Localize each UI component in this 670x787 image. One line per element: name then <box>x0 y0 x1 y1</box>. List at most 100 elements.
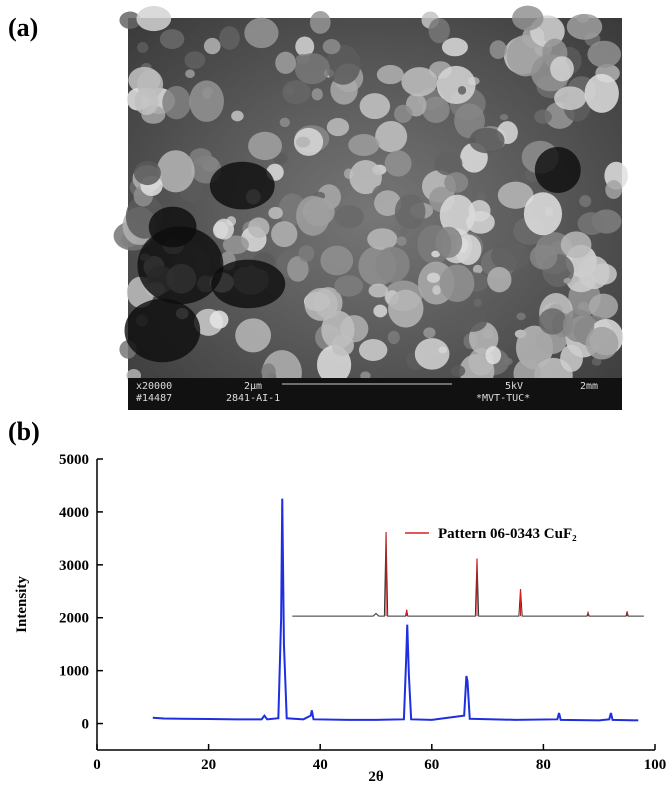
grain <box>489 40 507 59</box>
grain <box>282 80 311 105</box>
pore <box>137 226 224 305</box>
grain <box>560 344 583 372</box>
grain <box>426 272 441 283</box>
panel-label: (a) <box>8 13 38 42</box>
grain <box>275 51 297 75</box>
grain <box>444 172 469 193</box>
grain <box>394 104 413 123</box>
pore <box>209 161 275 210</box>
grain <box>523 192 563 236</box>
grain <box>534 109 552 124</box>
sem-text: *MVT-TUC* <box>476 393 530 404</box>
grain <box>334 275 364 297</box>
pore <box>534 147 581 193</box>
grain <box>577 212 606 236</box>
pore <box>211 259 286 309</box>
x-tick-label: 20 <box>201 757 216 773</box>
grain <box>499 114 509 121</box>
grain <box>210 90 223 104</box>
grain <box>231 110 244 122</box>
grain <box>587 40 621 68</box>
grain <box>304 287 338 321</box>
grain <box>502 357 513 366</box>
sem-info-bar <box>128 378 622 410</box>
sem-text: #14487 <box>136 393 172 404</box>
grain <box>439 194 476 236</box>
y-tick-label: 5000 <box>59 452 89 468</box>
grain <box>326 118 350 137</box>
grain <box>213 218 235 240</box>
grain <box>137 41 149 54</box>
legend-label: Pattern 06-0343 CuF₂ <box>438 526 577 542</box>
grain <box>497 181 534 209</box>
sem-text: 2mm <box>580 381 598 392</box>
grain <box>295 136 311 148</box>
pore <box>148 206 197 248</box>
grain <box>136 6 172 32</box>
grain <box>450 365 466 377</box>
grain <box>566 13 603 40</box>
grain <box>189 148 212 166</box>
grain <box>436 65 476 105</box>
grain <box>185 69 195 79</box>
x-tick-label: 0 <box>93 757 101 773</box>
grain <box>209 310 229 329</box>
grain <box>491 241 530 271</box>
grain <box>311 88 323 101</box>
grain <box>203 37 221 55</box>
y-tick-label: 0 <box>82 717 90 733</box>
grain <box>538 308 567 335</box>
grain <box>529 244 558 270</box>
grain <box>394 194 426 230</box>
grain <box>287 256 309 282</box>
grain <box>588 293 619 320</box>
grain <box>261 363 276 380</box>
grain <box>294 53 331 85</box>
grain <box>375 246 410 283</box>
sem-image <box>113 5 628 410</box>
grain <box>374 190 402 216</box>
grain <box>605 180 623 200</box>
grain <box>348 134 380 156</box>
grain <box>298 245 315 262</box>
grain <box>322 39 341 55</box>
grain <box>373 304 388 318</box>
grain <box>235 318 272 353</box>
x-tick-label: 40 <box>313 757 328 773</box>
grain <box>550 56 574 82</box>
grain <box>119 11 141 29</box>
data-line <box>292 532 644 617</box>
grain <box>159 29 185 50</box>
x-axis-label: 2θ <box>368 769 384 785</box>
grain <box>213 202 226 215</box>
grain <box>349 159 382 195</box>
grain <box>591 357 602 366</box>
y-tick-label: 1000 <box>59 664 89 680</box>
x-tick-label: 80 <box>536 757 551 773</box>
grain <box>476 192 486 203</box>
y-tick-label: 2000 <box>59 611 89 627</box>
grain <box>296 195 330 236</box>
grain <box>156 150 195 193</box>
grain <box>434 151 463 176</box>
panel-label: (b) <box>8 417 40 446</box>
grain <box>439 264 475 302</box>
y-axis-label: Intensity <box>14 576 30 633</box>
grain <box>579 195 592 208</box>
grain <box>473 298 482 307</box>
grain <box>219 26 240 50</box>
grain <box>414 338 450 370</box>
grain <box>334 205 364 229</box>
grain <box>560 231 592 259</box>
grain <box>578 255 610 290</box>
grain <box>388 289 424 328</box>
grain <box>248 131 283 161</box>
grain <box>279 117 290 128</box>
grain <box>325 44 361 85</box>
grain <box>431 250 441 258</box>
grain <box>295 36 315 57</box>
grain <box>134 87 159 116</box>
grain <box>401 67 438 97</box>
grain <box>309 11 331 34</box>
sem-text: 5kV <box>505 381 523 392</box>
